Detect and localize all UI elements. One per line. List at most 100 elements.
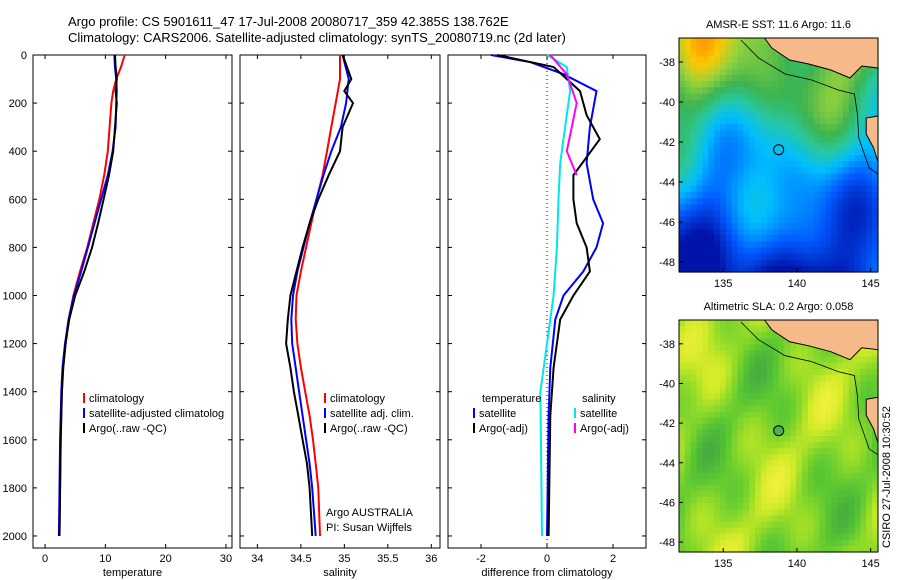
map-cell <box>772 265 780 273</box>
x-tick-label: 0 <box>544 553 550 565</box>
map-cell <box>690 350 698 358</box>
map-cell <box>679 387 686 394</box>
map-cell <box>731 423 739 431</box>
map-cell <box>831 148 838 156</box>
map-cell <box>837 545 844 553</box>
map-cell <box>696 515 704 523</box>
map-cell <box>684 381 692 388</box>
map-cell <box>737 124 744 131</box>
map-cell <box>866 198 873 205</box>
map-cell <box>796 81 803 88</box>
map-cell <box>848 423 856 431</box>
map-cell <box>749 228 756 236</box>
map-cell <box>725 472 733 480</box>
map-cell <box>714 50 721 58</box>
map-cell <box>801 185 809 193</box>
map-cell <box>760 515 768 523</box>
map-cell <box>760 497 768 504</box>
map-cell <box>801 265 809 273</box>
map-cell <box>772 405 780 413</box>
map-cell <box>778 381 785 388</box>
map-cell <box>819 515 826 523</box>
map-cell <box>749 338 756 345</box>
map-cell <box>743 142 750 150</box>
map-cell <box>772 235 780 242</box>
map-cell <box>819 173 826 181</box>
map-cell <box>755 259 762 267</box>
map-cell <box>755 124 762 131</box>
map-cell <box>831 429 838 437</box>
map-cell <box>766 503 774 510</box>
map-cell <box>772 478 780 486</box>
map-cell <box>837 362 844 370</box>
map-cell <box>831 142 838 150</box>
y-tick-label: 1000 <box>3 290 27 302</box>
map-cell <box>860 173 867 181</box>
map-cell <box>755 411 762 419</box>
map-cell <box>801 173 809 181</box>
y-tick-label: -46 <box>659 217 675 229</box>
map-cell <box>837 429 844 437</box>
map-cell <box>760 81 768 88</box>
map-cell <box>831 118 838 125</box>
map-cell <box>737 399 744 407</box>
map-cell <box>842 191 850 199</box>
map-cell <box>807 527 815 535</box>
map-cell <box>819 99 826 107</box>
map-cell <box>772 62 780 70</box>
map-cell <box>696 62 704 70</box>
map-cell <box>813 235 821 242</box>
map-cell <box>784 454 791 461</box>
map-cell <box>684 44 692 51</box>
map-cell <box>731 198 739 205</box>
map-cell <box>796 521 803 529</box>
map-cell <box>813 167 821 175</box>
map-cell <box>737 356 744 364</box>
map-cell <box>819 423 826 431</box>
map-cell <box>743 399 750 407</box>
map-cell <box>702 198 709 205</box>
map-cell <box>684 478 692 486</box>
map-cell <box>807 381 815 388</box>
map-cell <box>720 50 727 58</box>
map-cell <box>725 326 733 333</box>
map-cell <box>866 155 873 162</box>
map-cell <box>772 509 780 516</box>
map-cell <box>860 228 867 236</box>
map-cell <box>866 167 873 175</box>
map-cell <box>760 344 768 352</box>
map-cell <box>731 62 739 70</box>
map-cell <box>825 350 832 358</box>
map-cell <box>854 490 862 498</box>
map-cell <box>813 423 821 431</box>
map-cell <box>837 448 844 455</box>
map-cell <box>737 417 744 425</box>
map-cell <box>743 509 750 516</box>
map-cell <box>772 50 780 58</box>
map-cell <box>696 191 704 199</box>
map-cell <box>837 99 844 107</box>
map-cell <box>854 442 862 449</box>
map-cell <box>813 185 821 193</box>
map-cell <box>778 161 785 168</box>
map-cell <box>772 472 780 480</box>
map-cell <box>760 368 768 376</box>
map-cell <box>708 442 715 449</box>
map-cell <box>702 105 709 113</box>
map-cell <box>766 198 774 205</box>
map-cell <box>831 460 838 468</box>
map-cell <box>702 527 709 535</box>
map-cell <box>690 393 698 400</box>
map-cell <box>755 460 762 468</box>
map-cell <box>690 259 698 267</box>
map-cell <box>696 521 704 529</box>
series-line <box>294 55 341 537</box>
map-cell <box>796 344 803 352</box>
map-cell <box>731 490 739 498</box>
map-cell <box>778 198 785 205</box>
map-cell <box>725 87 733 95</box>
map-cell <box>690 173 698 181</box>
map-cell <box>737 74 744 82</box>
map-cell <box>784 423 791 431</box>
map-cell <box>796 545 803 553</box>
